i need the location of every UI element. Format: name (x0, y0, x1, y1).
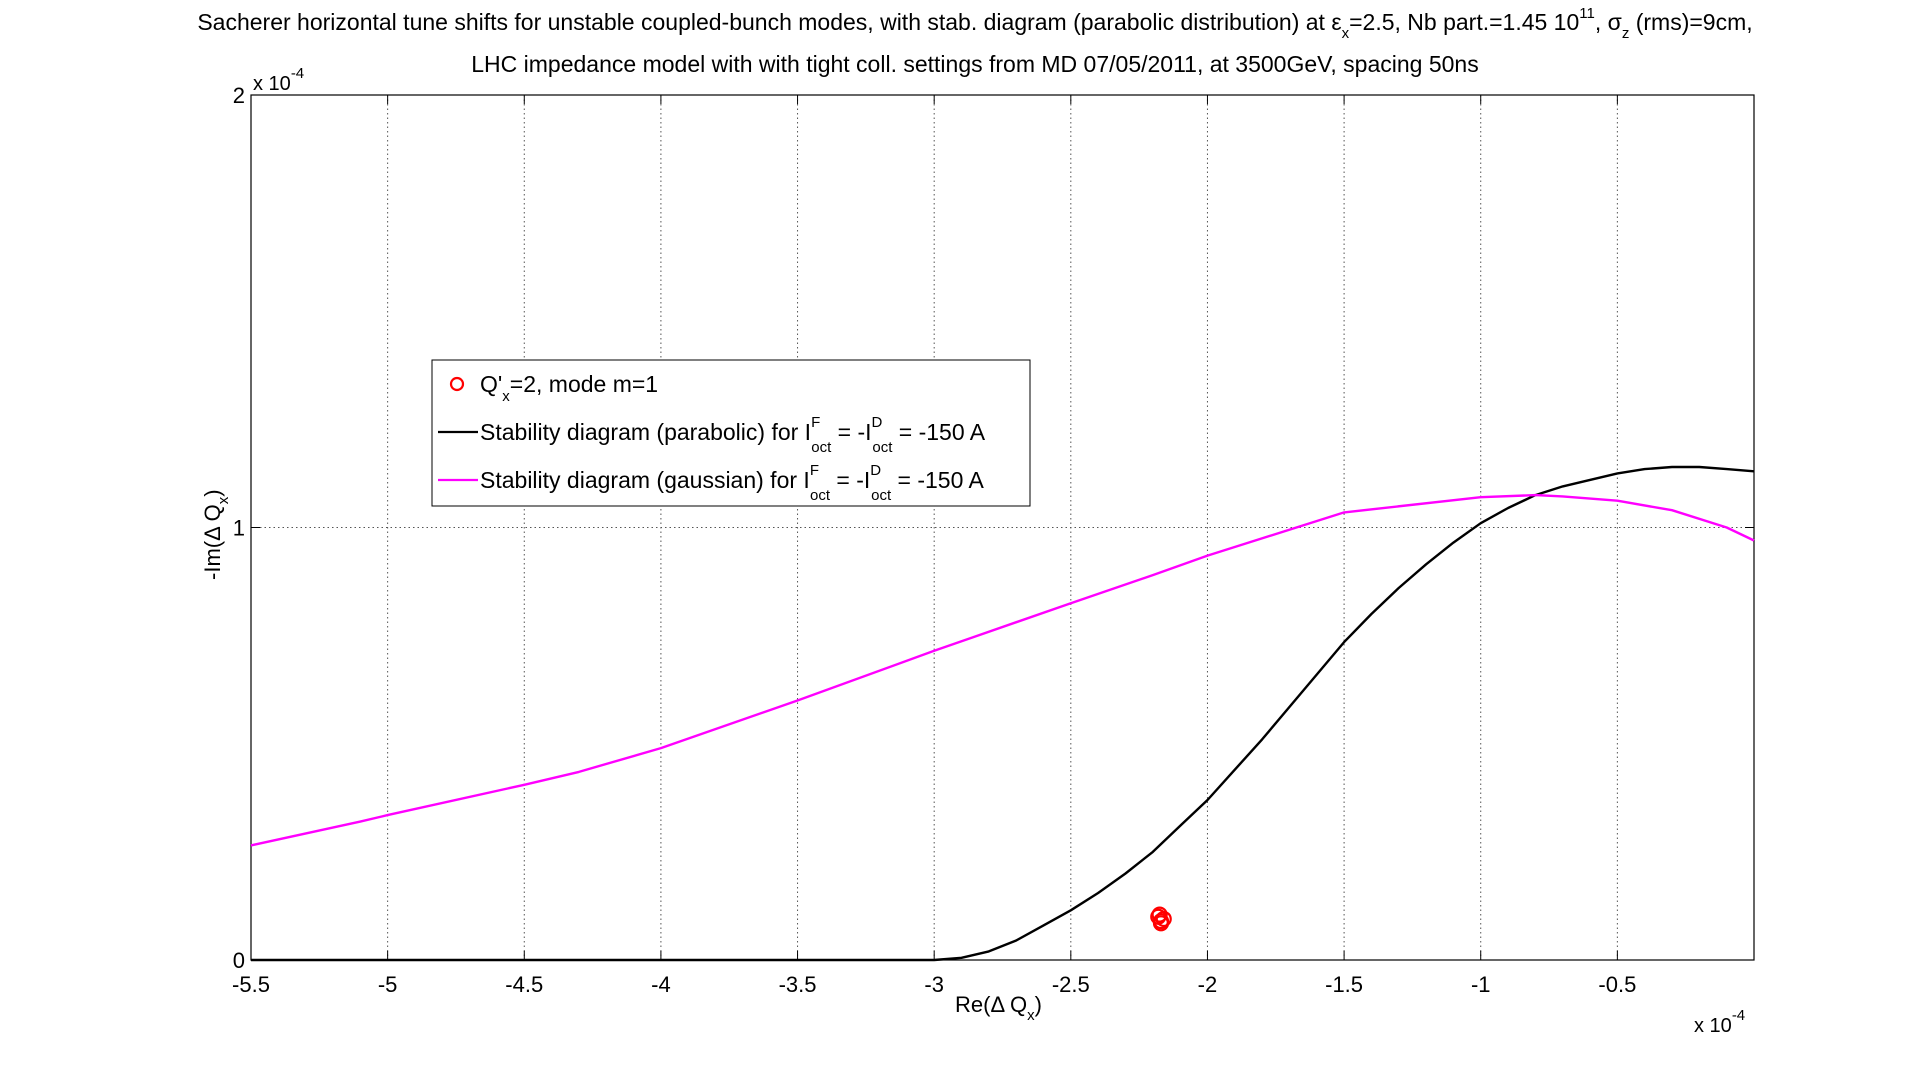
y-axis-label: -Im(Δ Qx) (200, 489, 232, 580)
legend-box (431, 359, 1031, 507)
x-tick-label: -0.5 (1598, 972, 1636, 997)
x-tick-label: -2 (1198, 972, 1218, 997)
x-tick-label: -1 (1471, 972, 1491, 997)
x-tick-label: -2.5 (1052, 972, 1090, 997)
y-axis-ticks: 0 1 2 (233, 83, 1754, 973)
x-axis-label: Re(Δ Qx) (955, 992, 1042, 1024)
x-tick-label: -5 (378, 972, 398, 997)
series-layer (250, 465, 1755, 962)
y-tick-label: 1 (233, 516, 245, 541)
y-tick-label: 0 (233, 948, 245, 973)
x-axis-ticks: -5.5 -5 -4.5 -4 -3.5 -3 -2.5 -2 -1.5 -1 -0.5 (232, 95, 1636, 997)
x-tick-label: -3 (924, 972, 944, 997)
series-line-1 (251, 465, 1755, 962)
x-axis-multiplier: x 10-4 (1694, 1007, 1745, 1037)
x-tick-label: -3.5 (779, 972, 817, 997)
x-tick-label: -1.5 (1325, 972, 1363, 997)
x-tick-label: -4 (651, 972, 671, 997)
mode-point (1151, 906, 1168, 923)
legend-marker-modes (449, 376, 465, 392)
legend-entry-modes: Q'x=2, mode m=1 (480, 371, 658, 405)
y-axis-multiplier: x 10-4 (253, 65, 304, 95)
legend-entry-parabolic: Stability diagram (parabolic) for IF oct … (480, 414, 986, 456)
legend-entry-gaussian: Stability diagram (gaussian) for IF oct =… (480, 462, 984, 504)
x-tick-label: -5.5 (232, 972, 270, 997)
chart-title-line2: LHC impedance model with with tight coll… (471, 51, 1478, 77)
legend: Q'x=2, mode m=1 Stability diagram (parab… (431, 359, 1031, 507)
x-tick-label: -4.5 (505, 972, 543, 997)
mode-point (1152, 915, 1170, 932)
chart-title-line1: Sacherer horizontal tune shifts for unst… (197, 5, 1752, 42)
series-line-2 (250, 493, 1755, 847)
y-tick-label: 2 (233, 83, 245, 108)
